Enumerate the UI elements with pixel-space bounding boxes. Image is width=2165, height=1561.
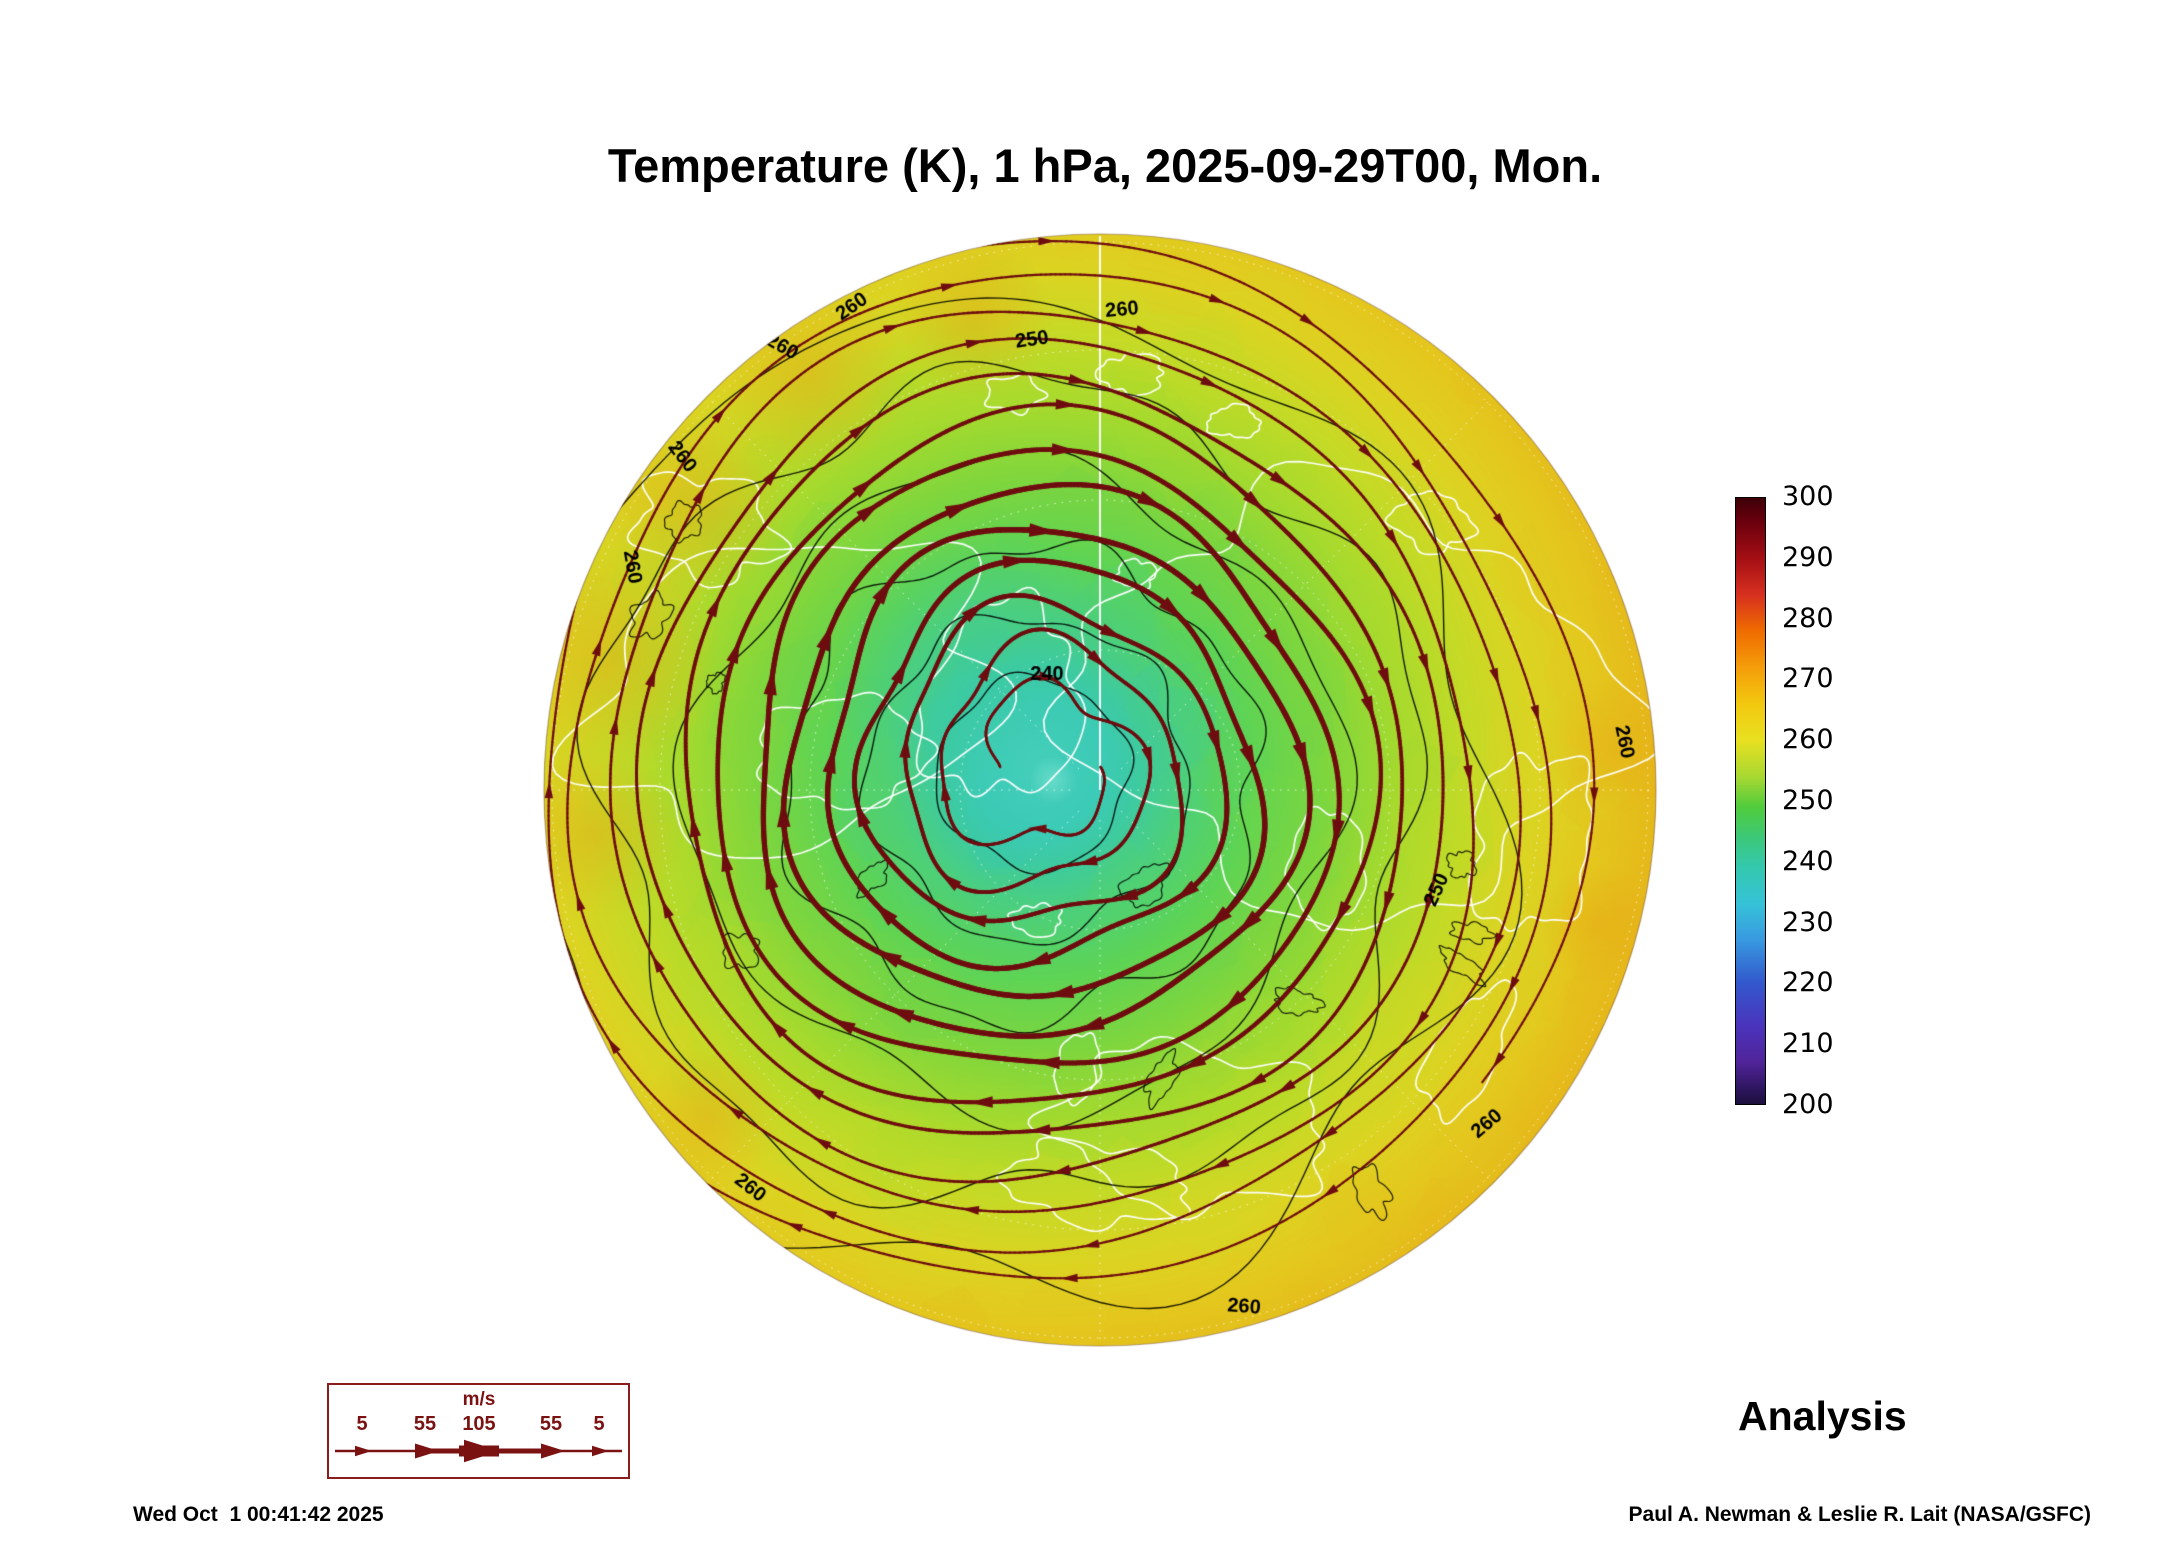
plot-title: Temperature (K), 1 hPa, 2025-09-29T00, M… bbox=[607, 139, 1603, 192]
wind-legend-value: 5 bbox=[593, 1413, 604, 1435]
arrowhead-icon bbox=[541, 1443, 565, 1459]
wind-legend-value: 105 bbox=[462, 1413, 495, 1435]
analysis-label: Analysis bbox=[1738, 1393, 1907, 1439]
author-credit: Paul A. Newman & Leslie R. Lait (NASA/GS… bbox=[1628, 1503, 2091, 1526]
colorbar-tick-label: 290 bbox=[1782, 541, 1834, 573]
creation-timestamp: Wed Oct 1 00:41:42 2025 bbox=[133, 1503, 384, 1526]
colorbar-tick-label: 280 bbox=[1782, 602, 1834, 634]
wind-legend-value: 55 bbox=[414, 1413, 436, 1435]
colorbar-ticks: 300 290 280 270 260 250 240 230 220 210 200 bbox=[1782, 481, 1872, 1120]
colorbar: 300 290 280 270 260 250 240 230 220 210 200 bbox=[1735, 481, 1875, 1120]
colorbar-tick-label: 270 bbox=[1782, 663, 1834, 695]
arrowhead-icon bbox=[415, 1443, 439, 1459]
colorbar-tick-label: 200 bbox=[1782, 1089, 1834, 1120]
wind-legend-value: 5 bbox=[356, 1413, 367, 1435]
wind-legend-unit: m/s bbox=[463, 1389, 496, 1410]
colorbar-tick-label: 250 bbox=[1782, 785, 1834, 816]
polar-map-canvas bbox=[532, 222, 1668, 1358]
colorbar-tick-label: 260 bbox=[1782, 724, 1834, 756]
wind-speed-legend-graphic: m/s 5 55 105 55 5 bbox=[335, 1389, 622, 1463]
colorbar-tick-label: 240 bbox=[1782, 845, 1834, 877]
wind-speed-legend: m/s 5 55 105 55 5 bbox=[327, 1383, 630, 1479]
arrowhead-icon bbox=[592, 1445, 609, 1457]
colorbar-tick-label: 210 bbox=[1782, 1028, 1834, 1060]
colorbar-gradient bbox=[1735, 497, 1766, 1105]
arrowhead-icon bbox=[355, 1445, 372, 1457]
wind-legend-value: 55 bbox=[540, 1413, 562, 1435]
arrowhead-icon bbox=[464, 1439, 500, 1463]
wind-speed-scale-bar bbox=[335, 1439, 622, 1463]
colorbar-tick-label: 230 bbox=[1782, 906, 1834, 938]
colorbar-tick-label: 220 bbox=[1782, 967, 1834, 999]
colorbar-tick-label: 300 bbox=[1782, 481, 1834, 512]
